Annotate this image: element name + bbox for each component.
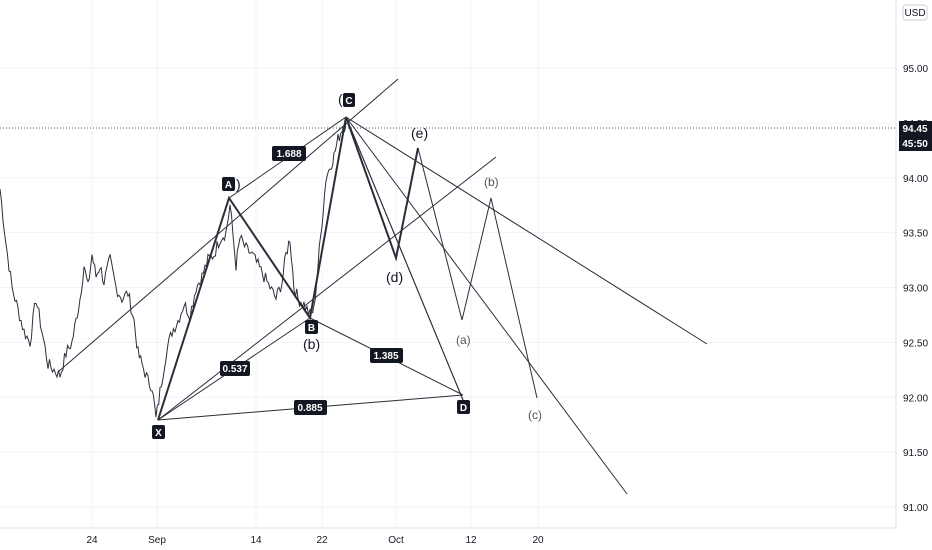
y-tick-label: 92.50 xyxy=(903,338,928,349)
wave-label-a: (a) xyxy=(456,333,471,347)
wave-label-c: (c) xyxy=(528,408,542,422)
svg-text:1.385: 1.385 xyxy=(373,351,398,362)
point-d-label: D xyxy=(457,400,470,414)
point-x-label: X xyxy=(152,425,165,439)
y-tick-label: 91.00 xyxy=(903,503,928,514)
y-tick-label: 94.00 xyxy=(903,174,928,185)
wave-label-c-open: ( xyxy=(338,91,343,107)
ratio-badge-3: 1.385 xyxy=(370,348,403,363)
wave-label-b-major: (b) xyxy=(303,336,320,352)
harmonic-pattern xyxy=(157,116,347,421)
currency-badge[interactable]: USD xyxy=(902,4,928,21)
point-c-label: C xyxy=(343,93,355,107)
x-tick-label: 24 xyxy=(86,535,98,546)
svg-text:94.45: 94.45 xyxy=(902,124,927,135)
x-tick-label: Oct xyxy=(388,535,404,546)
svg-text:B: B xyxy=(308,323,315,334)
trend-line-2 xyxy=(345,116,628,495)
x-tick-label: 12 xyxy=(465,535,477,546)
price-axis: 95.0094.5094.0093.5093.0092.5092.0091.50… xyxy=(86,64,928,546)
y-tick-label: 95.00 xyxy=(903,64,928,75)
wave-label-e: (e) xyxy=(411,125,428,141)
grid xyxy=(0,0,896,528)
svg-text:45:50: 45:50 xyxy=(902,139,928,150)
wave-path-2 xyxy=(417,147,538,399)
y-tick-label: 92.00 xyxy=(903,393,928,404)
last-price-tag: 94.45 45:50 xyxy=(899,121,932,151)
svg-text:0.537: 0.537 xyxy=(222,364,247,375)
x-tick-label: 14 xyxy=(250,535,262,546)
y-tick-label: 93.00 xyxy=(903,284,928,295)
svg-text:C: C xyxy=(345,96,352,107)
wave-path-1 xyxy=(345,116,419,262)
trend-line-1 xyxy=(345,116,708,345)
wave-label-d: (d) xyxy=(386,269,403,285)
channel-line-lower xyxy=(157,156,497,421)
svg-text:0.885: 0.885 xyxy=(297,403,322,414)
y-tick-label: 93.50 xyxy=(903,229,928,240)
ratio-badge-1: 1.688 xyxy=(272,146,306,161)
x-tick-label: Sep xyxy=(148,535,166,546)
wave-label-b-minor: (b) xyxy=(484,175,499,189)
ratio-badge-2: 0.537 xyxy=(220,361,250,376)
x-tick-label: 20 xyxy=(532,535,544,546)
channel-line-upper xyxy=(57,78,399,373)
ratio-badge-4: 0.885 xyxy=(294,400,327,415)
point-b-label: B xyxy=(305,320,318,334)
harmonic-pattern-tail xyxy=(345,116,464,401)
point-a-label: A xyxy=(222,177,235,191)
svg-text:1.688: 1.688 xyxy=(276,149,301,160)
x-tick-label: 22 xyxy=(316,535,328,546)
y-tick-label: 91.50 xyxy=(903,448,928,459)
wave-label-a-close: ) xyxy=(236,176,241,192)
price-line xyxy=(0,122,347,418)
svg-text:A: A xyxy=(225,180,232,191)
svg-text:X: X xyxy=(155,428,162,439)
svg-text:USD: USD xyxy=(904,8,925,19)
svg-text:D: D xyxy=(460,403,467,414)
